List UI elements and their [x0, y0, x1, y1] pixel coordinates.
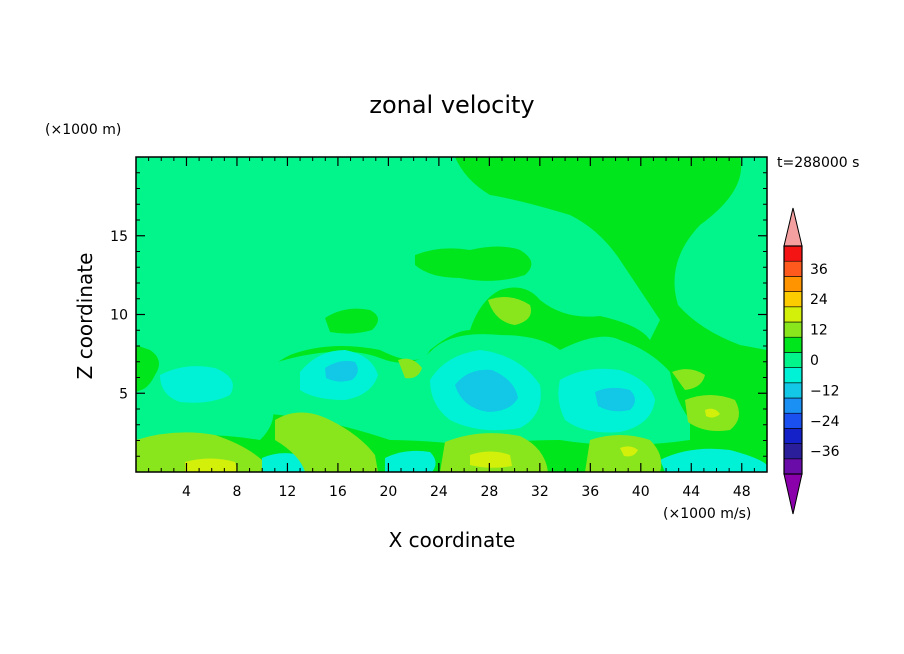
colorbar-swatch: [783, 352, 803, 368]
colorbar-swatch: [783, 428, 803, 444]
contour-region-small-patch: [325, 308, 379, 334]
colorbar-tick-label: 0: [810, 353, 819, 369]
contour-core-bottom-right: [660, 448, 767, 472]
colorbar-swatch: [783, 276, 803, 292]
contour-positive-strip-6: [672, 369, 705, 390]
colorbar-swatch: [783, 412, 803, 429]
x-tick-label: 36: [581, 484, 599, 500]
x-tick-label: 24: [430, 484, 448, 500]
x-tick-label: 8: [232, 484, 241, 500]
colorbar-swatch: [783, 321, 803, 338]
contour-region-lower-neutral: [136, 334, 690, 445]
colorbar-swatch: [783, 260, 803, 277]
x-tick-label: 12: [279, 484, 297, 500]
contour-high-2: [470, 451, 512, 468]
y-tick-label: 15: [110, 229, 128, 245]
contour-positive-strip-7: [398, 358, 422, 379]
x-tick-label: 28: [480, 484, 498, 500]
x-tick-label: 44: [682, 484, 700, 500]
x-axis-title: X coordinate: [389, 528, 516, 552]
colorbar-tick-label: 24: [810, 292, 828, 308]
contour-core-bottom-mid: [385, 450, 436, 472]
contour-innercore-mid: [455, 369, 518, 412]
contour-innercore-right: [595, 387, 635, 412]
colorbar-tick-label: 36: [810, 262, 828, 278]
colorbar-tick-label: −36: [810, 444, 840, 460]
x-tick-label: 16: [329, 484, 347, 500]
y-tick-label: 5: [119, 386, 128, 402]
x-units-label: (×1000 m/s): [663, 506, 751, 522]
x-tick-label: 32: [531, 484, 549, 500]
chart-title: zonal velocity: [369, 91, 534, 119]
colorbar-tick-label: 12: [810, 323, 828, 339]
colorbar-tick-label: −24: [810, 414, 840, 430]
colorbar-swatch: [783, 367, 803, 384]
y-axis: 5 10 15: [110, 172, 767, 457]
contour-field: [136, 157, 767, 472]
colorbar-frame: [783, 245, 803, 475]
contour-region-midleft-patch: [415, 246, 532, 281]
colorbar-swatch: [783, 397, 803, 414]
colorbar-swatch: [783, 443, 803, 460]
contour-high-3: [620, 446, 638, 457]
x-axis: 4 8 12 16 20 24 28 32 36 40 44 48: [148, 157, 755, 500]
x-tick-label: 4: [182, 484, 191, 500]
colorbar-tick-label: −12: [810, 383, 840, 399]
colorbar-swatch: [783, 245, 803, 262]
y-axis-title: Z coordinate: [73, 253, 97, 380]
x-tick-label: 20: [379, 484, 397, 500]
x-tick-label: 48: [733, 484, 751, 500]
contour-high-4: [705, 408, 720, 418]
contour-innercore-left: [325, 360, 358, 382]
colorbar-swatch: [783, 336, 803, 353]
contour-core-far-left: [160, 366, 233, 403]
colorbar-over-arrow: [783, 207, 803, 247]
contour-positive-strip-8: [488, 296, 531, 325]
time-label: t=288000 s: [777, 155, 859, 171]
y-tick-label: 10: [110, 308, 128, 324]
colorbar-swatch: [783, 306, 803, 323]
y-units-label: (×1000 m): [45, 122, 121, 138]
colorbar: 36 24 12 0 −12 −24 −36: [783, 207, 840, 515]
x-tick-label: 40: [632, 484, 650, 500]
colorbar-under-arrow: [783, 473, 803, 515]
contour-region-left-patch: [136, 345, 159, 392]
colorbar-swatch: [783, 291, 803, 308]
contour-positive-strip-2: [275, 412, 378, 472]
colorbar-swatch: [783, 382, 803, 399]
contour-core-bottom-left2: [262, 453, 307, 472]
colorbar-swatch: [783, 458, 803, 475]
